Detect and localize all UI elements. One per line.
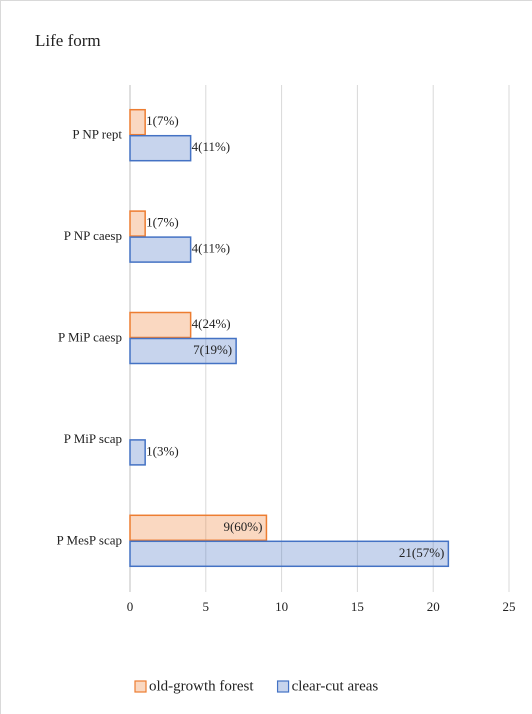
data-label: 1(3%) bbox=[146, 443, 179, 458]
y-tick-label: P MesP scap bbox=[57, 532, 122, 547]
data-label: 1(7%) bbox=[146, 113, 179, 128]
y-tick-label: P NP rept bbox=[72, 127, 122, 142]
x-tick-label: 20 bbox=[427, 599, 440, 614]
data-label: 4(24%) bbox=[192, 316, 231, 331]
legend-label: clear-cut areas bbox=[292, 678, 379, 694]
bar bbox=[129, 439, 146, 466]
chart-title: Life form bbox=[35, 31, 101, 50]
data-label: 21(57%) bbox=[399, 545, 445, 560]
bar bbox=[129, 514, 268, 542]
bar bbox=[129, 236, 192, 263]
legend-swatch bbox=[134, 680, 147, 693]
legend-label: old-growth forest bbox=[149, 678, 254, 694]
data-label: 1(7%) bbox=[146, 215, 179, 230]
data-label: 9(60%) bbox=[223, 519, 262, 534]
bar bbox=[129, 540, 450, 568]
data-label: 4(11%) bbox=[192, 139, 231, 154]
legend-swatch bbox=[276, 680, 290, 693]
data-label: 7(19%) bbox=[193, 342, 232, 357]
y-tick-label: P MiP caesp bbox=[58, 329, 122, 344]
x-tick-label: 15 bbox=[351, 599, 364, 614]
x-tick-label: 25 bbox=[503, 599, 516, 614]
bar bbox=[129, 311, 192, 339]
bar bbox=[129, 108, 146, 136]
y-tick-label: P MiP scap bbox=[64, 431, 122, 446]
bar bbox=[129, 210, 146, 237]
bar bbox=[129, 337, 237, 365]
y-tick-label: P NP caesp bbox=[64, 228, 122, 243]
x-tick-label: 5 bbox=[203, 599, 210, 614]
bar bbox=[129, 134, 192, 162]
data-label: 4(11%) bbox=[192, 241, 231, 256]
x-tick-label: 10 bbox=[275, 599, 288, 614]
x-tick-label: 0 bbox=[127, 599, 134, 614]
